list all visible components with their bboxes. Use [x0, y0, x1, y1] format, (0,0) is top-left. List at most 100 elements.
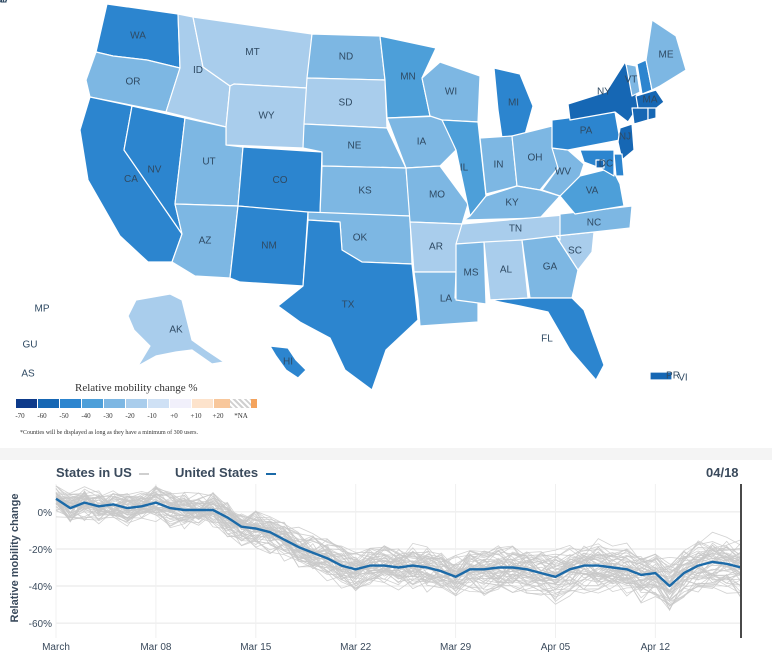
state-series-line[interactable] [55, 495, 742, 593]
state-label-MA: MA [643, 95, 658, 106]
state-label-PR: PR [666, 371, 680, 382]
x-tick-label: Mar 29 [440, 642, 472, 653]
state-NJ[interactable] [617, 123, 635, 161]
state-label-TN: TN [509, 224, 522, 235]
state-label-ND: ND [339, 52, 353, 63]
y-tick-label: 0% [38, 508, 53, 519]
state-label-OH: OH [528, 153, 543, 164]
state-label-PA: PA [580, 126, 593, 137]
state-series-line[interactable] [55, 490, 742, 574]
legend-swatch [16, 399, 37, 408]
legend-tick-label: -70 [15, 412, 25, 420]
state-label-AZ: AZ [199, 236, 212, 247]
mobility-line-chart[interactable]: 0% -20% -40% -60% March Mar 08 Mar 15 Mar 22 Mar… [0, 460, 772, 666]
mobility-map-panel: WA OR CA NV ID MT WY UT AZ CO NM ND SD NE KS OK TX MN IA MO… [0, 0, 772, 445]
state-TX[interactable] [277, 219, 419, 391]
state-OH[interactable] [511, 125, 559, 191]
x-tick-label: Mar 15 [240, 642, 272, 653]
state-label-ME: ME [659, 50, 674, 61]
state-label-MT: MT [245, 47, 259, 58]
state-series-line[interactable] [55, 501, 742, 595]
state-series-line[interactable] [55, 505, 742, 605]
legend-tick-label: -40 [81, 412, 91, 420]
state-MS[interactable] [455, 241, 487, 305]
state-label-WY: WY [258, 111, 274, 122]
x-tick-label: Mar 22 [340, 642, 372, 653]
legend-footnote: *Counties will be displayed as long as t… [20, 430, 198, 436]
label-MP: MP [35, 304, 50, 315]
legend-blue-swatch [265, 472, 276, 475]
state-series-line[interactable] [55, 491, 742, 582]
legend-united-states[interactable]: United States [175, 465, 276, 480]
state-label-AL: AL [500, 265, 513, 276]
state-GA[interactable] [521, 235, 579, 299]
state-DC[interactable] [595, 159, 605, 169]
state-FL[interactable] [489, 297, 605, 381]
state-series-line[interactable] [55, 497, 742, 582]
state-label-AK: AK [169, 325, 183, 336]
legend-states-in-us[interactable]: States in US [56, 465, 150, 480]
state-series-line[interactable] [55, 502, 742, 607]
label-AS: AS [21, 369, 35, 380]
state-label-ID: ID [193, 65, 203, 76]
state-series-line[interactable] [55, 499, 742, 593]
legend-tick-label: +10 [190, 412, 202, 420]
state-AK[interactable] [127, 293, 225, 367]
state-CT[interactable] [631, 107, 649, 125]
state-label-NM: NM [261, 241, 277, 252]
panel-divider [0, 448, 772, 460]
state-series-line[interactable] [55, 500, 742, 611]
state-MA[interactable] [635, 89, 665, 111]
state-label-FL: FL [541, 334, 553, 345]
state-label-NY: NY [597, 87, 611, 98]
legend-swatch [192, 399, 213, 408]
legend-tick-label: -20 [125, 412, 135, 420]
state-label-NV: NV [148, 165, 162, 176]
legend-swatch-na [230, 399, 251, 408]
state-label-NH: NH [0, 0, 7, 6]
state-PR[interactable] [649, 371, 673, 381]
state-label-MO: MO [429, 190, 445, 201]
state-WV[interactable] [541, 147, 585, 197]
state-label-KS: KS [358, 186, 372, 197]
state-series-line[interactable] [55, 502, 742, 610]
legend-tick-label: +20 [212, 412, 224, 420]
legend-tick-label: -10 [147, 412, 157, 420]
legend-title: Relative mobility change % [75, 382, 198, 394]
legend-tick-label: -30 [103, 412, 113, 420]
us-choropleth-map[interactable]: WA OR CA NV ID MT WY UT AZ CO NM ND SD NE KS OK TX MN IA MO… [0, 0, 772, 445]
state-label-WV: WV [555, 167, 571, 178]
state-HI[interactable] [269, 345, 307, 379]
x-tick-label: March [42, 642, 70, 653]
state-label-CA: CA [124, 174, 138, 185]
united-states-series-line[interactable] [55, 497, 742, 588]
legend-na-label: *NA [234, 412, 248, 420]
state-series-line[interactable] [55, 493, 742, 576]
legend-swatch [170, 399, 191, 408]
state-VT[interactable] [625, 63, 641, 97]
legend-swatch [148, 399, 169, 408]
state-label-VT: VT [625, 75, 638, 86]
state-label-UT: UT [202, 157, 215, 168]
state-label-SC: SC [568, 246, 582, 257]
state-label-MI: MI [508, 98, 519, 109]
legend-swatch [214, 399, 235, 408]
state-label-CT: CT [0, 0, 7, 6]
state-ME[interactable] [645, 19, 687, 91]
legend-gray-swatch [139, 472, 150, 475]
legend-swatch [60, 399, 81, 408]
state-label-WA: WA [130, 31, 146, 42]
state-NM[interactable] [229, 205, 309, 287]
legend-swatch [82, 399, 103, 408]
state-RI[interactable] [647, 107, 657, 121]
state-MO[interactable] [405, 165, 469, 225]
mobility-chart-panel: States in US United States 04/18 Relativ… [0, 460, 772, 666]
label-GU: GU [23, 340, 38, 351]
label-VI: VI [678, 373, 687, 384]
state-label-DE: DE [0, 0, 7, 6]
state-label-NJ: NJ [619, 132, 631, 143]
state-series-line[interactable] [55, 497, 742, 612]
state-series-line[interactable] [55, 492, 742, 594]
state-DE[interactable] [613, 153, 625, 177]
state-label-WI: WI [445, 87, 457, 98]
